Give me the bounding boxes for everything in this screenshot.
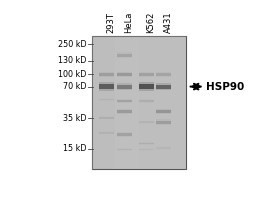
Bar bbox=[156, 119, 171, 125]
Bar bbox=[139, 148, 154, 151]
Bar bbox=[156, 72, 171, 77]
Bar bbox=[99, 72, 114, 77]
Bar bbox=[92, 36, 186, 169]
Bar bbox=[156, 85, 171, 89]
Bar bbox=[99, 131, 114, 135]
Bar bbox=[99, 117, 114, 119]
Bar bbox=[99, 99, 114, 100]
Bar bbox=[99, 84, 114, 89]
Bar bbox=[139, 83, 154, 91]
Bar bbox=[99, 98, 114, 101]
Bar bbox=[99, 73, 114, 76]
Bar bbox=[117, 99, 132, 103]
Bar bbox=[139, 99, 154, 103]
Bar bbox=[139, 72, 154, 77]
Bar bbox=[139, 73, 154, 76]
Bar bbox=[117, 54, 132, 57]
Bar bbox=[139, 84, 154, 89]
Bar bbox=[156, 109, 171, 114]
Bar bbox=[156, 146, 171, 150]
Bar bbox=[99, 132, 114, 134]
Text: 130 kD: 130 kD bbox=[58, 56, 87, 65]
Bar bbox=[117, 72, 132, 77]
Bar bbox=[115, 36, 139, 169]
Bar bbox=[139, 149, 154, 151]
Bar bbox=[117, 148, 132, 151]
Text: HSP90: HSP90 bbox=[206, 82, 244, 92]
Text: 100 kD: 100 kD bbox=[58, 70, 87, 79]
Bar bbox=[117, 149, 132, 151]
Bar bbox=[139, 121, 154, 123]
Text: 35 kD: 35 kD bbox=[63, 114, 87, 123]
Bar bbox=[117, 133, 132, 136]
Bar bbox=[139, 121, 154, 124]
Text: A431: A431 bbox=[164, 12, 173, 33]
Bar bbox=[139, 142, 154, 145]
Text: K562: K562 bbox=[146, 12, 155, 33]
Text: 15 kD: 15 kD bbox=[63, 144, 87, 153]
Bar bbox=[117, 110, 132, 113]
Bar bbox=[117, 73, 132, 76]
Text: 70 kD: 70 kD bbox=[63, 82, 87, 91]
Bar bbox=[99, 116, 114, 119]
Bar bbox=[117, 83, 132, 90]
Text: 250 kD: 250 kD bbox=[58, 40, 87, 49]
Text: HeLa: HeLa bbox=[124, 12, 133, 33]
Bar bbox=[99, 83, 114, 91]
Bar bbox=[139, 36, 162, 169]
Bar bbox=[162, 36, 186, 169]
Bar bbox=[117, 85, 132, 89]
Bar bbox=[117, 52, 132, 59]
Bar bbox=[117, 110, 132, 114]
Bar bbox=[156, 121, 171, 124]
Bar bbox=[156, 83, 171, 90]
Bar bbox=[92, 36, 115, 169]
Bar bbox=[139, 143, 154, 144]
Bar bbox=[117, 100, 132, 102]
Bar bbox=[117, 132, 132, 137]
Text: 293T: 293T bbox=[106, 13, 115, 33]
Bar bbox=[156, 147, 171, 149]
Bar bbox=[156, 110, 171, 113]
Bar bbox=[156, 73, 171, 76]
Bar bbox=[139, 100, 154, 102]
